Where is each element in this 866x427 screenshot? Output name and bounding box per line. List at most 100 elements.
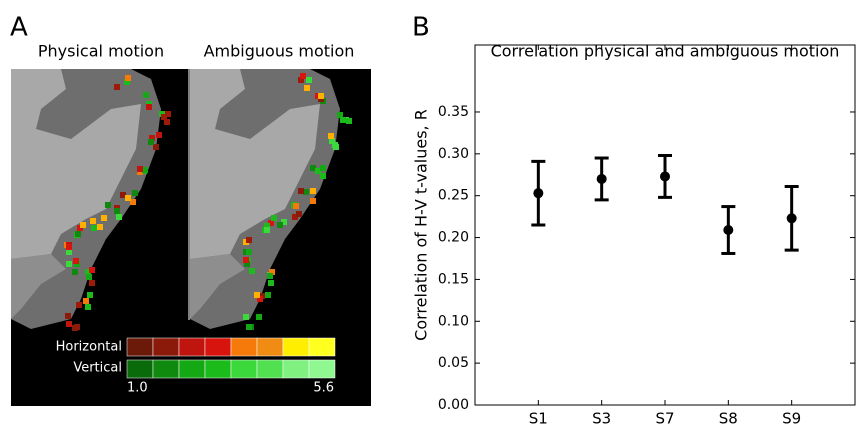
activation-voxel bbox=[75, 231, 81, 237]
white-matter bbox=[11, 254, 66, 319]
activation-voxel bbox=[85, 304, 91, 310]
activation-voxel bbox=[320, 165, 326, 171]
colorbar-cell bbox=[282, 337, 310, 357]
panel-letter: B bbox=[412, 13, 430, 43]
activation-voxel bbox=[66, 261, 72, 267]
chart-title: Correlation physical and ambiguous motio… bbox=[491, 42, 840, 61]
y-tick-label: 0.00 bbox=[438, 397, 469, 413]
activation-voxel bbox=[66, 321, 72, 327]
activation-voxel bbox=[346, 118, 352, 124]
data-point bbox=[786, 213, 797, 224]
y-tick-label: 0.05 bbox=[438, 355, 469, 371]
activation-voxel bbox=[296, 211, 302, 217]
colorbar-label: Horizontal bbox=[56, 340, 122, 355]
activation-voxel bbox=[114, 208, 120, 214]
activation-voxel bbox=[97, 224, 103, 230]
activation-voxel bbox=[303, 189, 309, 195]
colorbar-cell bbox=[256, 337, 284, 357]
activation-voxel bbox=[65, 313, 71, 319]
y-tick-label: 0.20 bbox=[438, 230, 469, 246]
activation-voxel bbox=[337, 112, 343, 118]
activation-voxel bbox=[246, 249, 252, 255]
activation-voxel bbox=[142, 167, 148, 173]
colorbar-tick: 5.6 bbox=[313, 381, 334, 396]
colorbar-cell bbox=[282, 359, 310, 379]
activation-voxel bbox=[89, 280, 95, 286]
activation-voxel bbox=[256, 314, 262, 320]
activation-voxel bbox=[124, 79, 130, 85]
activation-voxel bbox=[243, 314, 249, 320]
activation-voxel bbox=[292, 214, 298, 220]
y-tick-label: 0.15 bbox=[438, 271, 469, 287]
data-point bbox=[723, 225, 734, 236]
panel-letter: A bbox=[10, 13, 28, 43]
y-tick-label: 0.25 bbox=[438, 188, 469, 204]
activation-voxel bbox=[73, 258, 79, 264]
activation-voxel bbox=[86, 274, 92, 280]
activation-voxel bbox=[293, 203, 299, 209]
x-tick-label: S9 bbox=[782, 410, 801, 427]
activation-voxel bbox=[298, 188, 304, 194]
activation-voxel bbox=[249, 268, 255, 274]
activation-voxel bbox=[268, 220, 274, 226]
activation-voxel bbox=[298, 77, 304, 83]
activation-voxel bbox=[315, 168, 321, 174]
white-matter bbox=[190, 254, 245, 319]
activation-voxel bbox=[143, 92, 149, 98]
x-tick-label: S3 bbox=[592, 410, 611, 427]
activation-voxel bbox=[87, 292, 93, 298]
colorbar-cell bbox=[178, 359, 206, 379]
activation-voxel bbox=[149, 135, 155, 141]
activation-voxel bbox=[130, 199, 136, 205]
activation-voxel bbox=[300, 73, 306, 79]
activation-voxel bbox=[254, 292, 260, 298]
activation-voxel bbox=[271, 215, 277, 221]
activation-voxel bbox=[281, 219, 287, 225]
colorbar-cell bbox=[126, 359, 154, 379]
activation-voxel bbox=[89, 267, 95, 273]
activation-voxel bbox=[146, 104, 152, 110]
activation-voxel bbox=[257, 296, 263, 302]
activation-voxel bbox=[264, 223, 270, 229]
activation-voxel bbox=[243, 257, 249, 263]
activation-voxel bbox=[265, 292, 271, 298]
activation-voxel bbox=[105, 202, 111, 208]
activation-voxel bbox=[310, 188, 316, 194]
panel-title: Ambiguous motion bbox=[204, 42, 355, 61]
colorbar-tick: 1.0 bbox=[127, 381, 148, 396]
activation-voxel bbox=[66, 249, 72, 255]
activation-voxel bbox=[264, 227, 270, 233]
activation-voxel bbox=[85, 269, 91, 275]
y-axis-label: Correlation of H-V t-values, R bbox=[412, 109, 431, 341]
activation-voxel bbox=[329, 138, 335, 144]
x-tick-label: S1 bbox=[529, 410, 548, 427]
activation-voxel bbox=[114, 84, 120, 90]
data-point bbox=[660, 171, 670, 182]
activation-voxel bbox=[246, 237, 252, 243]
activation-voxel bbox=[120, 192, 126, 198]
activation-voxel bbox=[161, 114, 167, 120]
activation-voxel bbox=[80, 222, 86, 228]
activation-voxel bbox=[66, 244, 72, 250]
activation-voxel bbox=[246, 324, 252, 330]
colorbar-cell bbox=[230, 359, 258, 379]
activation-voxel bbox=[318, 93, 324, 99]
activation-voxel bbox=[310, 198, 316, 204]
activation-voxel bbox=[116, 214, 122, 220]
colorbar-cell bbox=[308, 359, 336, 379]
x-tick-label: S8 bbox=[719, 410, 738, 427]
activation-voxel bbox=[267, 273, 273, 279]
activation-voxel bbox=[320, 173, 326, 179]
activation-voxel bbox=[269, 269, 275, 275]
activation-voxel bbox=[164, 119, 170, 125]
activation-voxel bbox=[91, 225, 97, 231]
colorbar-cell bbox=[204, 337, 232, 357]
colorbar-cell bbox=[152, 337, 180, 357]
activation-voxel bbox=[90, 218, 96, 224]
activation-voxel bbox=[101, 215, 107, 221]
activation-voxel bbox=[268, 280, 274, 286]
colorbar-cell bbox=[308, 337, 336, 357]
activation-voxel bbox=[137, 166, 143, 172]
colorbar-cell bbox=[256, 359, 284, 379]
colorbar-label: Vertical bbox=[73, 361, 122, 376]
